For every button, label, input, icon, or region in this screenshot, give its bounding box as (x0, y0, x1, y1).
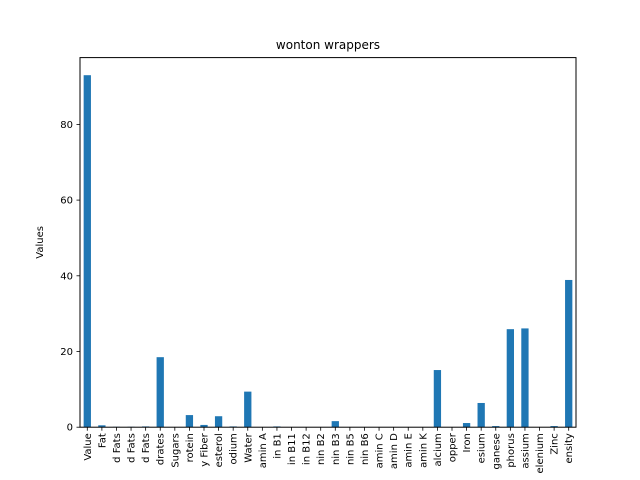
x-tick-label: assium (520, 433, 531, 468)
x-tick-label: Iron (462, 433, 473, 452)
y-tick-label: 80 (60, 120, 73, 131)
x-tick-label: d Fats (127, 433, 138, 463)
bar (98, 425, 106, 428)
plot-frame (79, 57, 577, 428)
x-tick-label: drates (156, 433, 167, 465)
bar (200, 424, 208, 428)
x-tick-label: odium (229, 433, 240, 464)
bar (492, 426, 500, 428)
y-tick-label: 40 (60, 271, 73, 282)
chart-title: wonton wrappers (276, 38, 380, 52)
x-tick-label: amin K (418, 433, 429, 468)
x-tick-label: phorus (506, 433, 517, 467)
x-tick-label: in B12 (302, 433, 313, 465)
y-axis-label: Values (35, 226, 46, 259)
x-tick-label: amin E (404, 433, 415, 467)
x-tick-label: Sugars (170, 433, 181, 467)
x-tick-label: Zinc (550, 433, 561, 454)
x-tick-label: amin C (375, 433, 386, 468)
x-tick-label: Water (243, 432, 254, 462)
x-tick-label: ensity (564, 433, 575, 463)
x-tick-label: in B11 (287, 433, 298, 465)
y-tick-label: 0 (67, 423, 73, 434)
y-axis: 0 20 40 60 80 (60, 120, 80, 434)
x-tick-label: nin B3 (331, 433, 342, 465)
x-tick-label: opper (448, 432, 459, 462)
x-tick-label: elenium (535, 433, 546, 473)
bar (185, 415, 194, 428)
x-tick-label: esterol (214, 433, 225, 467)
bar (565, 279, 573, 428)
x-tick-label: amin A (258, 433, 269, 468)
bar (477, 402, 485, 428)
bar (521, 328, 529, 428)
bar (506, 329, 514, 428)
x-axis: Value Fat d Fats d Fats d Fats drates Sugars ro… (83, 427, 575, 473)
x-tick-label: nin B6 (360, 433, 371, 465)
bar (462, 423, 471, 428)
bar (244, 391, 252, 428)
x-tick-label: nin B2 (316, 433, 327, 465)
bars-group (83, 75, 573, 428)
bar (83, 75, 91, 428)
x-tick-label: d Fats (112, 433, 123, 463)
bar (156, 357, 164, 428)
x-tick-label: alcium (433, 433, 444, 466)
bar (214, 416, 223, 428)
x-tick-label: esium (477, 433, 488, 463)
bar (550, 426, 558, 428)
x-tick-label: amin D (389, 433, 400, 469)
x-tick-label: Value (83, 433, 94, 460)
x-tick-label: rotein (185, 433, 196, 462)
y-tick-label: 20 (60, 347, 73, 358)
x-tick-label: ganese (491, 433, 502, 469)
y-tick-label: 60 (60, 196, 73, 207)
x-tick-label: d Fats (141, 433, 152, 463)
x-tick-label: Fat (97, 433, 108, 448)
bar (331, 421, 339, 428)
x-tick-label: nin B5 (345, 433, 356, 465)
x-tick-label: y Fiber (200, 432, 211, 466)
x-tick-label: in B1 (272, 433, 283, 459)
bar (433, 370, 442, 428)
